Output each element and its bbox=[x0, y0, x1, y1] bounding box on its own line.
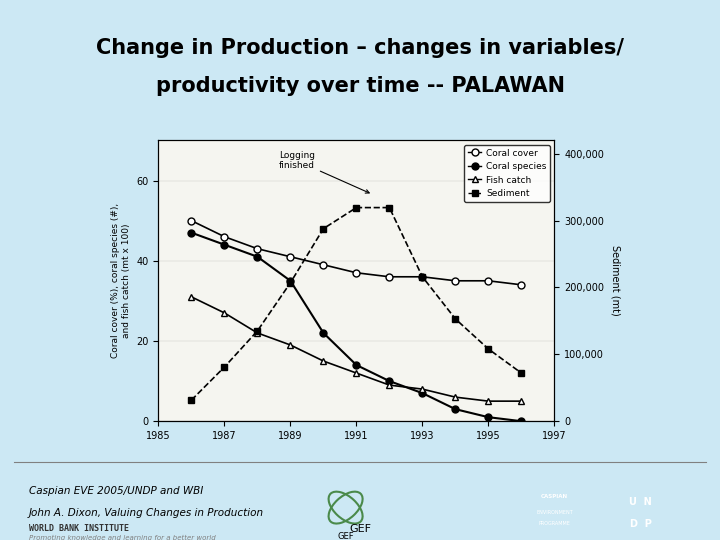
Text: GEF: GEF bbox=[349, 524, 371, 534]
Legend: Coral cover, Coral species, Fish catch, Sediment: Coral cover, Coral species, Fish catch, … bbox=[464, 145, 550, 201]
Text: Caspian EVE 2005/UNDP and WBI: Caspian EVE 2005/UNDP and WBI bbox=[29, 486, 203, 496]
Text: CASPIAN: CASPIAN bbox=[541, 494, 568, 500]
Y-axis label: Sediment (mt): Sediment (mt) bbox=[611, 245, 621, 316]
Text: Logging
finished: Logging finished bbox=[279, 151, 369, 193]
Text: PROGRAMME: PROGRAMME bbox=[539, 521, 570, 526]
Text: productivity over time -- PALAWAN: productivity over time -- PALAWAN bbox=[156, 76, 564, 96]
Text: John A. Dixon, Valuing Changes in Production: John A. Dixon, Valuing Changes in Produc… bbox=[29, 508, 264, 518]
Text: U  N: U N bbox=[629, 497, 652, 507]
Text: Promoting knowledge and learning for a better world: Promoting knowledge and learning for a b… bbox=[29, 535, 215, 540]
Text: ENVIRONMENT: ENVIRONMENT bbox=[536, 510, 573, 516]
Text: GEF: GEF bbox=[337, 532, 354, 540]
Y-axis label: Coral cover (%), coral species (#),
and fish catch (mt x 100): Coral cover (%), coral species (#), and … bbox=[112, 203, 131, 359]
Text: WORLD BANK INSTITUTE: WORLD BANK INSTITUTE bbox=[29, 524, 129, 533]
Text: D  P: D P bbox=[630, 519, 652, 529]
Text: Change in Production – changes in variables/: Change in Production – changes in variab… bbox=[96, 38, 624, 58]
